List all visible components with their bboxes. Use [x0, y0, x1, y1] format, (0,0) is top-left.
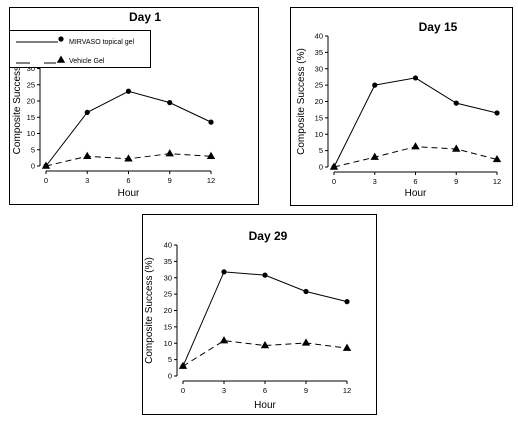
- legend-label-mirvaso: MIRVASO topical gel: [69, 39, 135, 46]
- y-tick-label: 15: [27, 113, 35, 122]
- y-axis-label: Composite Success (%): [144, 257, 155, 364]
- y-tick-label: 30: [315, 64, 323, 73]
- y-tick-label: 15: [164, 322, 172, 331]
- data-point-circle: [453, 100, 459, 106]
- x-axis-label: Hour: [118, 188, 140, 199]
- panel-title: Day 1: [129, 10, 161, 24]
- series-line-vehicle: [182, 340, 348, 367]
- y-tick-label: 0: [168, 372, 172, 381]
- legend: MIRVASO topical gel Vehicle Gel: [9, 30, 151, 68]
- y-tick-label: 10: [27, 129, 35, 138]
- legend-marker-circle: [58, 36, 64, 42]
- data-point-triangle: [219, 336, 229, 344]
- x-tick-label: 6: [413, 177, 417, 186]
- data-point-triangle: [41, 161, 51, 169]
- y-tick-label: 0: [319, 163, 323, 172]
- y-tick-label: 5: [31, 145, 35, 154]
- legend-marker-triangle: [56, 55, 66, 63]
- y-tick-label: 25: [315, 81, 323, 90]
- y-tick-label: 30: [27, 64, 35, 73]
- panel-title: Day 29: [249, 229, 288, 243]
- data-point-triangle: [178, 361, 188, 369]
- data-point-circle: [494, 110, 500, 116]
- y-axis-label: Composite Success (%): [296, 48, 307, 155]
- y-tick-label: 10: [164, 339, 172, 348]
- x-tick-label: 9: [304, 386, 308, 395]
- y-tick-label: 15: [315, 113, 323, 122]
- x-tick-label: 12: [207, 176, 215, 185]
- data-point-triangle: [492, 154, 502, 163]
- y-tick-label: 25: [27, 80, 35, 89]
- data-point-triangle: [342, 343, 352, 351]
- data-point-circle: [372, 82, 378, 88]
- data-point-circle: [167, 100, 173, 106]
- x-tick-label: 0: [44, 176, 48, 185]
- y-tick-label: 10: [315, 130, 323, 139]
- x-axis-label: Hour: [405, 188, 427, 199]
- data-point-circle: [303, 288, 309, 295]
- y-tick-label: 20: [164, 306, 172, 315]
- data-point-triangle: [260, 341, 270, 349]
- data-point-triangle: [370, 152, 379, 160]
- data-point-circle: [262, 272, 268, 278]
- x-tick-label: 3: [85, 176, 89, 185]
- y-tick-label: 5: [168, 355, 172, 364]
- y-tick-label: 30: [164, 273, 172, 282]
- y-tick-label: 40: [164, 241, 172, 250]
- data-point-circle: [208, 119, 214, 125]
- y-tick-label: 25: [164, 290, 172, 299]
- x-tick-label: 0: [332, 177, 336, 186]
- x-tick-label: 12: [493, 177, 501, 186]
- data-point-triangle: [206, 151, 216, 159]
- x-tick-label: 9: [454, 177, 458, 186]
- x-tick-label: 6: [263, 386, 267, 395]
- x-tick-label: 0: [181, 386, 185, 395]
- x-tick-label: 9: [168, 176, 172, 185]
- y-tick-label: 35: [315, 48, 323, 57]
- x-tick-label: 6: [126, 176, 130, 185]
- chart-panel-2: 0 5 10 15 20 25 30 35 40 0 3 6 9 12 Day 15 Hour Composit…: [290, 7, 513, 206]
- legend-box: [9, 30, 151, 68]
- chart-panel-3: 0 5 10 15 20 25 30 35 40 0 3 6 9 12 Day 29 Hour Composit…: [142, 214, 377, 415]
- y-tick-label: 0: [31, 162, 35, 171]
- x-tick-label: 3: [373, 177, 377, 186]
- y-tick-label: 5: [319, 146, 323, 155]
- data-point-triangle: [165, 149, 174, 157]
- data-point-triangle: [124, 154, 133, 162]
- panel-frame: [290, 7, 513, 206]
- panel-frame: [142, 214, 377, 415]
- y-tick-label: 35: [164, 257, 172, 266]
- y-axis-label: Composite Success (%): [12, 48, 23, 155]
- x-tick-label: 3: [222, 386, 226, 395]
- data-point-circle: [125, 88, 132, 94]
- data-point-triangle: [83, 151, 92, 159]
- data-point-circle: [84, 109, 90, 115]
- y-tick-label: 20: [27, 97, 35, 106]
- panel-title: Day 15: [419, 20, 458, 34]
- data-point-triangle: [329, 162, 339, 170]
- data-point-circle: [221, 269, 227, 275]
- x-tick-label: 12: [343, 386, 351, 395]
- data-point-circle: [412, 75, 419, 81]
- legend-label-vehicle: Vehicle Gel: [69, 58, 105, 65]
- data-point-circle: [344, 299, 350, 305]
- data-point-triangle: [411, 142, 420, 150]
- data-point-triangle: [452, 144, 461, 152]
- y-tick-label: 40: [315, 32, 323, 41]
- x-axis-label: Hour: [254, 400, 276, 411]
- data-point-triangle: [301, 338, 311, 346]
- y-tick-label: 20: [315, 97, 323, 106]
